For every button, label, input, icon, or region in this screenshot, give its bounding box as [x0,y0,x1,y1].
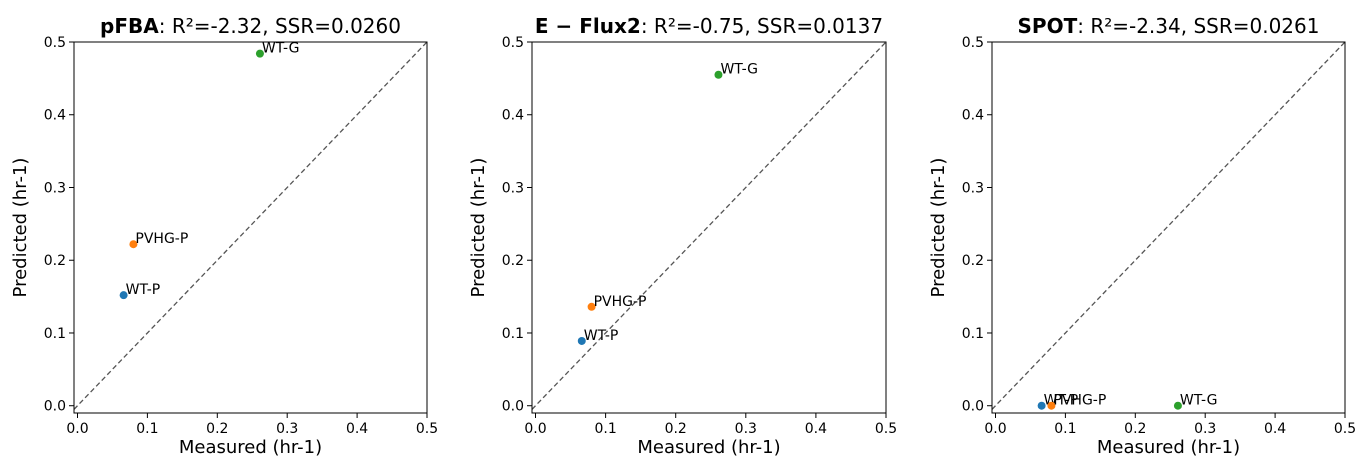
y-tick-label: 0.1 [44,326,66,342]
y-tick-label: 0.3 [44,180,66,196]
y-tick-label: 0.5 [962,35,984,51]
x-tick-label: 0.2 [1124,421,1146,437]
data-label: PVHG-P [1053,393,1106,409]
y-tick-label: 0.1 [502,326,524,342]
y-tick-label: 0.5 [44,35,66,51]
y-tick-label: 0.1 [962,326,984,342]
y-tick-label: 0.4 [44,108,66,124]
y-tick-label: 0.0 [962,399,984,415]
chart-title: pFBA: R²=-2.32, SSR=0.0260 [100,14,401,38]
x-tick-label: 0.4 [805,421,827,437]
x-axis-label: Measured (hr-1) [637,437,780,458]
x-axis-label: Measured (hr-1) [1097,437,1240,458]
y-tick-label: 0.2 [502,253,524,269]
data-point [255,49,264,58]
data-point [1037,401,1046,410]
data-point [129,240,138,249]
x-tick-label: 0.3 [276,421,298,437]
y-tick-label: 0.3 [502,180,524,196]
y-tick-label: 0.4 [962,108,984,124]
x-tick-label: 0.1 [1054,421,1076,437]
y-tick-label: 0.0 [502,399,524,415]
plot-frame [991,41,1346,414]
x-tick-label: 0.2 [206,421,228,437]
identity-line [531,41,887,410]
x-tick-label: 0.3 [1194,421,1216,437]
x-tick-label: 0.1 [594,421,616,437]
x-tick-label: 0.2 [665,421,687,437]
x-tick-label: 0.1 [136,421,158,437]
x-tick-label: 0.5 [416,421,438,437]
x-tick-label: 0.4 [1264,421,1286,437]
x-tick-label: 0.0 [984,421,1006,437]
data-point [1047,401,1056,410]
x-tick-label: 0.3 [735,421,757,437]
data-point [577,336,586,345]
y-axis-label: Predicted (hr-1) [468,158,489,298]
y-tick-label: 0.3 [962,180,984,196]
y-tick-label: 0.5 [502,35,524,51]
y-tick-label: 0.0 [44,399,66,415]
y-axis-label: Predicted (hr-1) [10,158,31,298]
x-axis-label: Measured (hr-1) [179,437,322,458]
data-label: PVHG-P [135,231,188,247]
y-tick-label: 0.2 [962,253,984,269]
x-tick-label: 0.4 [346,421,368,437]
data-label: WT-P [126,282,161,298]
plot-frame [531,41,887,414]
x-tick-label: 0.5 [1334,421,1356,437]
data-label: WT-G [1180,393,1218,409]
chart-panel-2: 0.0 0.1 0.2 0.3 0.4 0.5 0.0 0.1 0.2 0.3 0.4 0.5 Meas… [468,14,897,458]
data-label: WT-P [584,328,619,344]
x-tick-label: 0.0 [524,421,546,437]
chart-title: SPOT: R²=-2.34, SSR=0.0261 [1018,14,1320,38]
data-point [714,70,723,79]
data-point [587,302,596,311]
y-tick-label: 0.2 [44,253,66,269]
data-label: WT-G [720,62,758,78]
y-axis-label: Predicted (hr-1) [928,158,949,298]
chart-panel-3: 0.0 0.1 0.2 0.3 0.4 0.5 0.0 0.1 0.2 0.3 0.4 0.5 Meas… [928,14,1356,458]
x-tick-label: 0.5 [875,421,897,437]
identity-line [73,41,428,410]
data-label: PVHG-P [594,294,647,310]
data-point [119,291,128,300]
x-tick-label: 0.0 [66,421,88,437]
data-label: WT-G [262,41,300,57]
data-point [1173,401,1182,410]
y-tick-label: 0.4 [502,108,524,124]
chart-panel-1: 0.0 0.1 0.2 0.3 0.4 0.5 0.0 0.1 0.2 0.3 0.4 0.5 Meas… [10,14,438,458]
chart-title: E − Flux2: R²=-0.75, SSR=0.0137 [535,14,883,38]
identity-line [991,41,1346,410]
plot-frame [73,41,428,414]
